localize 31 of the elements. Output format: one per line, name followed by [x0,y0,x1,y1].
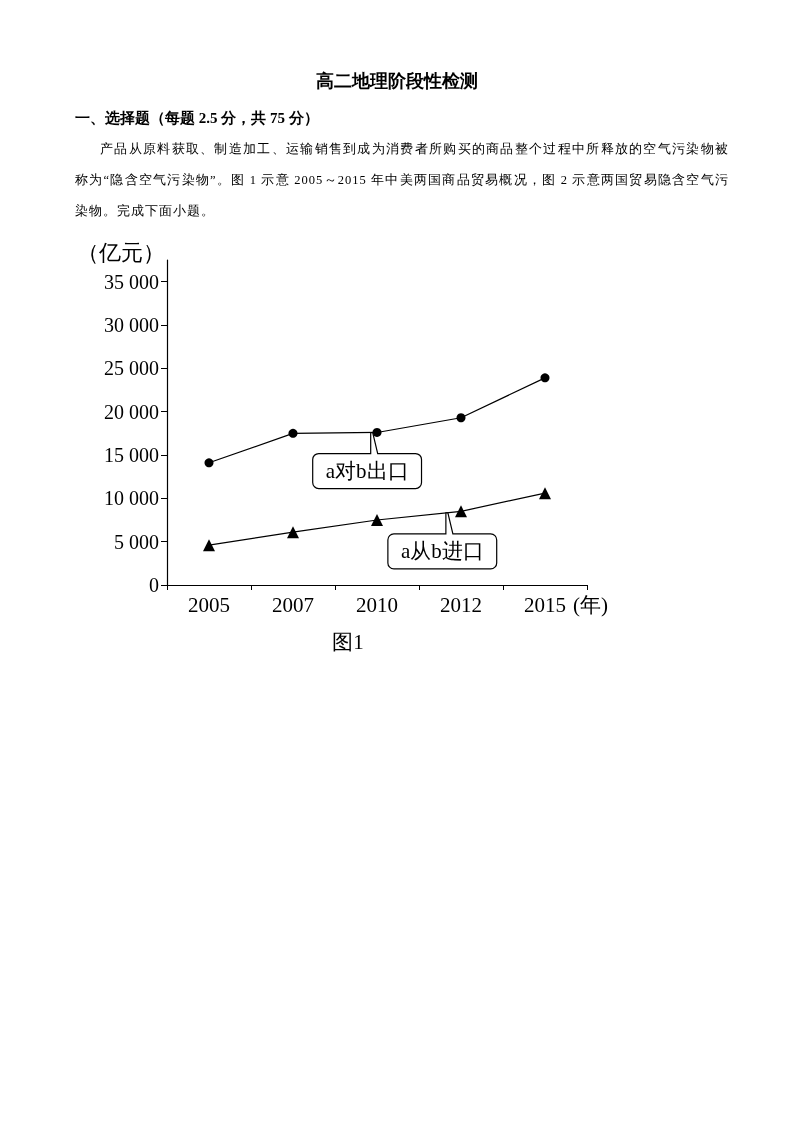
x-tick-label: 2010 [356,592,398,617]
y-tick-label: 35 000 [104,270,159,293]
x-tick-label: 2012 [440,592,482,617]
point [455,505,467,518]
x-tick-label: 2007 [272,592,314,617]
point [287,526,299,539]
y-axis-title: （亿元） [77,239,165,265]
chart-subtitle: 一、选择题（每题 2.5 分，共 75 分） [75,109,319,128]
text: 产品从原料获取、制造加工、运输销售到成为消费者所购买的商品整个过程中所释放的空气污染物被称为“隐含空气污染物”。图 1 示意 2005～2015 年中美两国商品贸易概况，图 2 示意两国贸易隐含空气污染物。完成下面小题。 [75,142,729,218]
point [539,487,551,500]
x-axis-title: (年) [573,592,608,617]
y-tick-label: 20 000 [104,400,159,423]
point [456,413,466,423]
point [203,539,215,552]
x-tick-label: 2015 [524,592,566,617]
point [372,427,382,437]
point [540,373,550,383]
chart-title: 高二地理阶段性检测 [315,70,479,93]
caption: 图1 [331,629,365,656]
y-tick-label: 25 000 [104,357,159,380]
point [371,514,383,526]
x-tick-label: 2005 [188,592,230,617]
series-label: a从b进口 [400,539,484,564]
y-tick-label: 15 000 [104,444,159,466]
point [288,428,298,438]
y-tick-label: 30 000 [104,314,159,336]
point [204,458,214,468]
y-tick-label: 0 [149,574,159,596]
series-label: a对b出口 [325,459,409,484]
y-tick-label: 10 000 [104,487,159,510]
y-tick-label: 5 000 [114,530,159,553]
